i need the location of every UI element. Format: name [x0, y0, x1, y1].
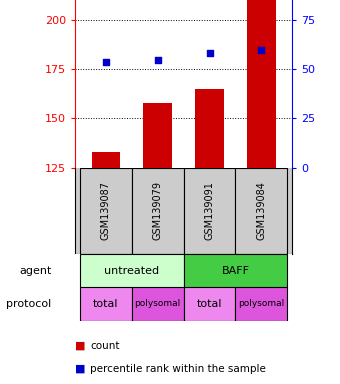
Bar — [184, 254, 287, 287]
Bar — [195, 89, 224, 167]
Text: percentile rank within the sample: percentile rank within the sample — [90, 364, 266, 374]
Text: GSM139091: GSM139091 — [204, 181, 215, 240]
Bar — [132, 167, 184, 254]
Text: GSM139087: GSM139087 — [101, 181, 111, 240]
Text: ■: ■ — [75, 364, 85, 374]
Text: polysomal: polysomal — [135, 300, 181, 308]
Point — [155, 56, 160, 63]
Bar — [80, 287, 132, 321]
Text: total: total — [197, 299, 222, 309]
Bar — [184, 167, 235, 254]
Text: protocol: protocol — [6, 299, 51, 309]
Point — [103, 60, 108, 66]
Point — [259, 46, 264, 53]
Text: agent: agent — [19, 266, 51, 276]
Bar — [143, 103, 172, 167]
Bar — [247, 0, 275, 167]
Bar — [235, 287, 287, 321]
Text: GSM139079: GSM139079 — [153, 181, 163, 240]
Bar — [184, 287, 235, 321]
Text: ■: ■ — [75, 341, 85, 351]
Bar — [132, 287, 184, 321]
Text: polysomal: polysomal — [238, 300, 285, 308]
Text: untreated: untreated — [104, 266, 159, 276]
Bar — [235, 167, 287, 254]
Text: total: total — [93, 299, 119, 309]
Bar — [80, 254, 184, 287]
Text: BAFF: BAFF — [221, 266, 250, 276]
Bar — [92, 152, 120, 167]
Point — [207, 50, 212, 56]
Text: count: count — [90, 341, 120, 351]
Bar — [80, 167, 132, 254]
Text: GSM139084: GSM139084 — [256, 181, 266, 240]
